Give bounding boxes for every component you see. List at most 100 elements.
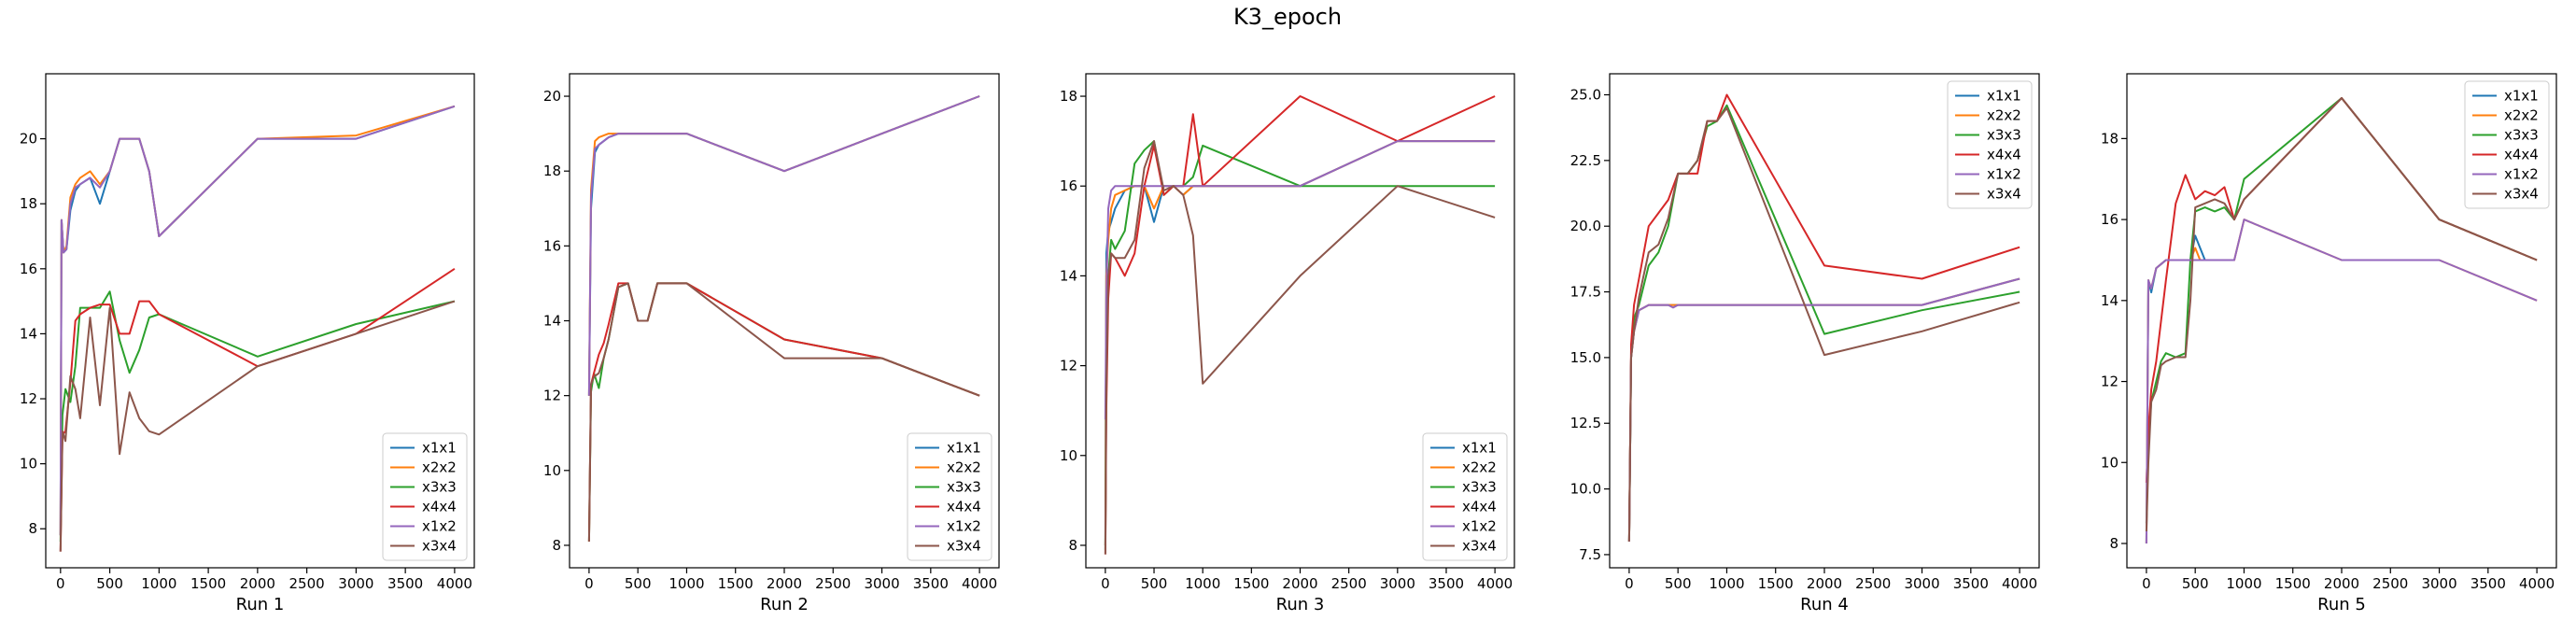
x-tick-label: 0 [2142, 575, 2151, 592]
legend-label-x1x1: x1x1 [1462, 440, 1497, 457]
legend-label-x1x2: x1x2 [947, 518, 981, 535]
series-line-x1x2 [587, 95, 980, 396]
legend-box [1947, 80, 2033, 209]
series-line-x1x2 [1104, 140, 1496, 420]
subplot-1: 0 500 1000 1500 2000 2500 3000 3500 4000 8 10 12 14 1… [20, 73, 475, 614]
series-lines [59, 105, 456, 552]
legend-label-x1x1: x1x1 [947, 440, 981, 457]
x-tick-label: 2000 [2324, 575, 2359, 592]
series-line-x3x4 [1104, 140, 1496, 555]
series-line-x1x2 [59, 105, 456, 536]
legend-label-x1x2: x1x2 [1987, 166, 2021, 183]
x-axis-label: Run 3 [1276, 595, 1325, 614]
legend: x1x1 x2x2 x3x3 x4x4 x1x2 x3x4 [1422, 432, 1508, 561]
legend: x1x1 x2x2 x3x3 x4x4 x1x2 x3x4 [907, 432, 992, 561]
y-tick-label: 17.5 [1570, 284, 1601, 301]
legend: x1x1 x2x2 x3x3 x4x4 x1x2 x3x4 [1947, 80, 2033, 209]
series-lines [1104, 95, 1496, 555]
legend-box [1422, 432, 1508, 561]
y-tick-label: 10 [20, 456, 37, 473]
y-tick-label: 8 [1068, 537, 1077, 554]
x-tick-label: 1000 [1709, 575, 1744, 592]
series-line-x3x4 [59, 300, 456, 552]
x-tick-label: 3500 [1953, 575, 1989, 592]
series-line-x3x4 [2145, 97, 2538, 532]
subplot-4: 0 500 1000 1500 2000 2500 3000 3500 4000 7.5 10.0 1… [1570, 73, 2040, 614]
legend-label-x4x4: x4x4 [1462, 499, 1497, 515]
legend-label-x3x4: x3x4 [2504, 186, 2539, 203]
x-tick-label: 2000 [1282, 575, 1317, 592]
series-line-x1x2 [1627, 277, 2020, 542]
legend-label-x3x3: x3x3 [1987, 127, 2021, 144]
legend-label-x3x4: x3x4 [1462, 538, 1497, 555]
x-tick-label: 0 [56, 575, 65, 592]
x-tick-label: 3000 [2421, 575, 2456, 592]
x-tick-label: 1000 [669, 575, 704, 592]
legend: x1x1 x2x2 x3x3 x4x4 x1x2 x3x4 [2464, 80, 2550, 209]
y-tick-label: 18 [20, 195, 37, 212]
legend: x1x1 x2x2 x3x3 x4x4 x1x2 x3x4 [382, 432, 468, 561]
x-tick-label: 3000 [338, 575, 373, 592]
y-tick-label: 12 [1060, 358, 1077, 374]
legend-label-x3x4: x3x4 [1987, 186, 2021, 203]
series-lines [2145, 97, 2538, 544]
legend-box [907, 432, 992, 561]
y-tick-label: 25.0 [1570, 87, 1601, 104]
subplots: 0 500 1000 1500 2000 2500 3000 3500 400081012141… [20, 73, 2557, 614]
x-tick-label: 3500 [1429, 575, 1464, 592]
legend-label-x1x1: x1x1 [1987, 88, 2021, 105]
y-tick-label: 14 [2101, 292, 2119, 309]
y-tick-label: 14 [1060, 267, 1077, 284]
legend-label-x1x1: x1x1 [422, 440, 457, 457]
series-lines [1627, 93, 2020, 542]
x-tick-label: 0 [584, 575, 594, 592]
x-tick-label: 3000 [864, 575, 899, 592]
legend-label-x4x4: x4x4 [422, 499, 457, 515]
y-tick-label: 12 [20, 390, 37, 407]
y-tick-label: 16 [543, 237, 561, 254]
legend-label-x1x2: x1x2 [1462, 518, 1497, 535]
y-tick-label: 16 [20, 261, 37, 277]
y-tick-label: 10.0 [1570, 481, 1601, 498]
subplot-2: 0 500 1000 1500 2000 2500 3000 3500 4000 8 10 12 14 1… [543, 73, 1000, 614]
legend-label-x4x4: x4x4 [947, 499, 981, 515]
x-tick-label: 2500 [2372, 575, 2408, 592]
legend-label-x2x2: x2x2 [2504, 107, 2539, 124]
y-tick-label: 14 [20, 325, 37, 342]
x-tick-label: 0 [1625, 575, 1634, 592]
y-tick-label: 20.0 [1570, 218, 1601, 234]
legend-label-x1x2: x1x2 [422, 518, 457, 535]
series-lines [587, 95, 980, 542]
x-tick-label: 500 [1141, 575, 1168, 592]
y-tick-label: 18 [1060, 88, 1077, 105]
y-tick-label: 15.0 [1570, 349, 1601, 366]
x-tick-label: 1500 [1758, 575, 1794, 592]
x-tick-label: 2000 [240, 575, 275, 592]
x-tick-label: 4000 [2002, 575, 2037, 592]
y-tick-label: 10 [1060, 447, 1077, 464]
figure-title: K3_epoch [1233, 4, 1342, 30]
legend-label-x2x2: x2x2 [422, 459, 457, 476]
y-tick-label: 12 [2101, 374, 2119, 390]
x-tick-label: 2500 [1331, 575, 1367, 592]
x-tick-label: 2500 [1855, 575, 1891, 592]
x-tick-label: 1500 [2275, 575, 2311, 592]
x-tick-label: 1000 [141, 575, 176, 592]
y-tick-label: 22.5 [1570, 152, 1601, 169]
y-tick-label: 12.5 [1570, 415, 1601, 431]
series-line-x3x4 [1627, 106, 2020, 542]
x-tick-label: 4000 [2519, 575, 2555, 592]
legend-label-x2x2: x2x2 [1462, 459, 1497, 476]
y-tick-label: 12 [543, 388, 561, 404]
y-tick-label: 18 [543, 162, 561, 179]
legend-label-x3x3: x3x3 [422, 479, 457, 496]
y-tick-label: 20 [20, 131, 37, 148]
axes-frame [45, 73, 475, 569]
x-tick-label: 1500 [718, 575, 753, 592]
legend-label-x3x4: x3x4 [422, 538, 457, 555]
y-tick-label: 10 [543, 462, 561, 479]
x-axis-label: Run 2 [760, 595, 809, 614]
legend-label-x3x3: x3x3 [2504, 127, 2539, 144]
x-tick-label: 1500 [190, 575, 226, 592]
